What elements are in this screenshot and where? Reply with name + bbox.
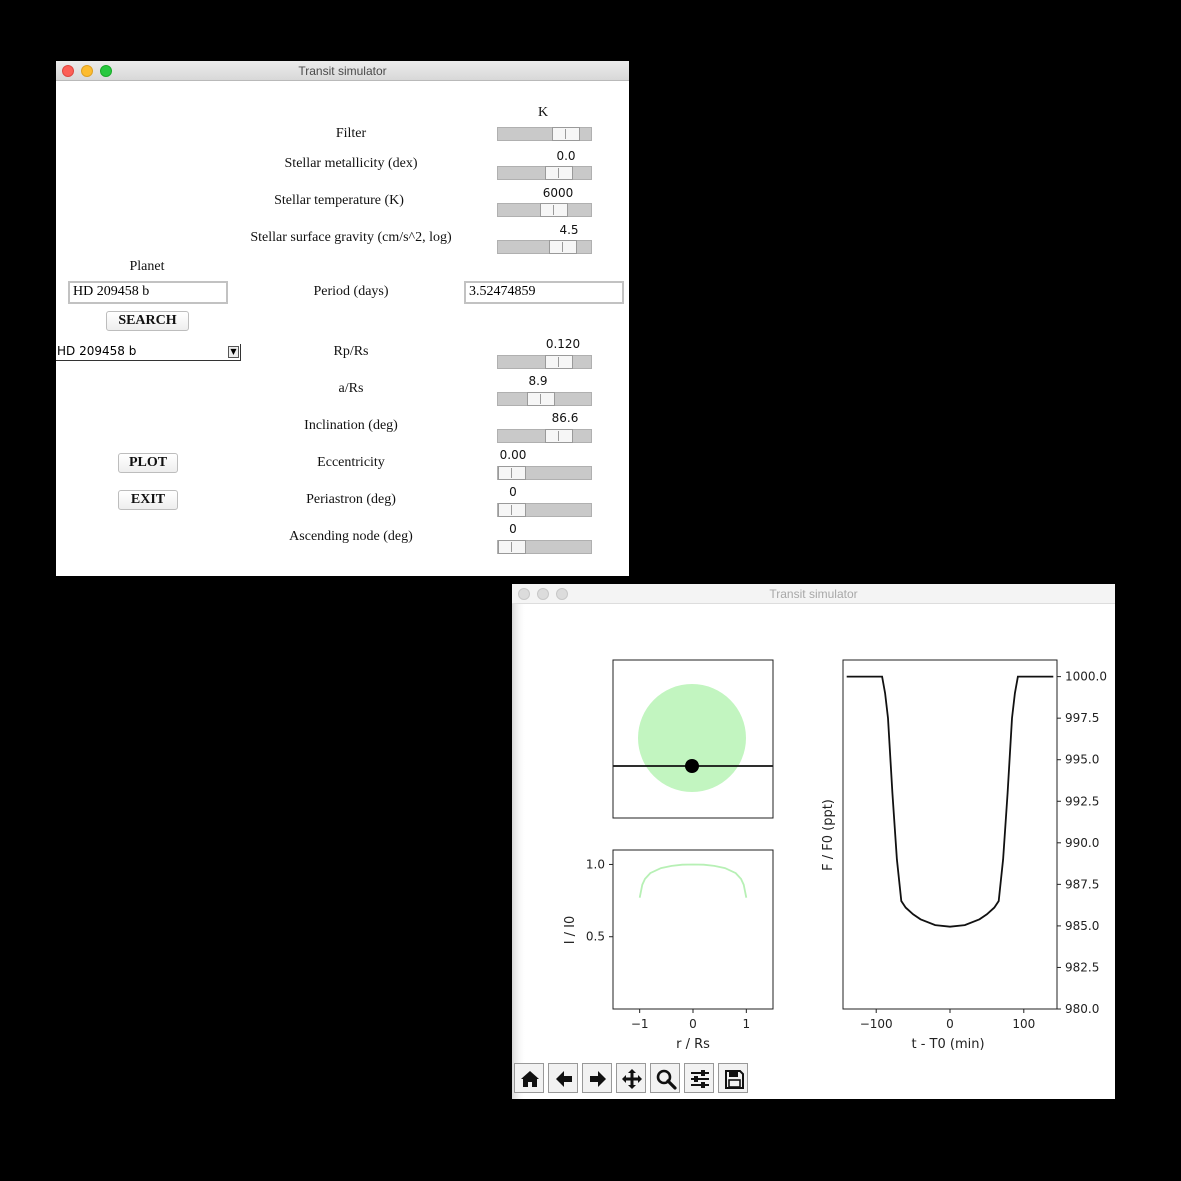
configure-button[interactable] xyxy=(684,1063,714,1093)
window-titlebar: Transit simulator xyxy=(512,584,1115,604)
save-icon xyxy=(725,1070,744,1089)
eccentricity-slider[interactable] xyxy=(497,466,592,480)
minimize-window-icon[interactable] xyxy=(81,65,93,77)
periastron-value: 0 xyxy=(509,485,517,499)
ascending-node-value: 0 xyxy=(509,522,517,536)
rprs-slider-thumb[interactable] xyxy=(544,355,573,369)
close-window-icon[interactable] xyxy=(518,588,530,600)
filter-slider-thumb[interactable] xyxy=(551,127,580,141)
close-window-icon[interactable] xyxy=(62,65,74,77)
chevron-down-icon[interactable]: ▼ xyxy=(228,346,239,358)
inclination-value: 86.6 xyxy=(551,411,579,425)
temperature-slider-thumb[interactable] xyxy=(539,203,568,217)
periastron-slider[interactable] xyxy=(497,503,592,517)
eccentricity-value: 0.00 xyxy=(499,448,527,462)
ars-slider-thumb[interactable] xyxy=(526,392,555,406)
pan-icon xyxy=(622,1069,642,1089)
rprs-label: Rp/Rs xyxy=(333,344,369,359)
zoom-button[interactable] xyxy=(650,1063,680,1093)
minimize-window-icon[interactable] xyxy=(537,588,549,600)
period-label: Period (days) xyxy=(313,284,389,299)
eccentricity-label: Eccentricity xyxy=(317,455,385,470)
filter-value: K xyxy=(537,105,549,120)
metallicity-value: 0.0 xyxy=(556,149,576,163)
inclination-label: Inclination (deg) xyxy=(304,418,398,433)
metallicity-slider-thumb[interactable] xyxy=(544,166,573,180)
gravity-slider[interactable] xyxy=(497,240,592,254)
configure-icon xyxy=(691,1070,709,1088)
window-title: Transit simulator xyxy=(298,64,387,78)
zoom-icon xyxy=(656,1069,677,1090)
filter-slider[interactable] xyxy=(497,127,592,141)
periastron-label: Periastron (deg) xyxy=(306,492,396,507)
planet-input[interactable]: HD 209458 b xyxy=(68,281,228,304)
ascending-node-slider[interactable] xyxy=(497,540,592,554)
ars-value: 8.9 xyxy=(528,374,548,388)
ascending-node-label: Ascending node (deg) xyxy=(289,529,413,544)
metallicity-slider[interactable] xyxy=(497,166,592,180)
home-icon xyxy=(521,1071,539,1087)
periastron-slider-thumb[interactable] xyxy=(498,503,526,517)
back-button[interactable] xyxy=(548,1063,578,1093)
settings-window: Transit simulator K Filter 0.0 Stellar m… xyxy=(56,61,629,576)
rprs-value: 0.120 xyxy=(545,337,581,351)
forward-arrow-icon xyxy=(590,1071,606,1087)
temperature-label: Stellar temperature (K) xyxy=(274,193,404,208)
gravity-slider-thumb[interactable] xyxy=(549,240,578,254)
pan-button[interactable] xyxy=(616,1063,646,1093)
filter-label: Filter xyxy=(335,126,367,141)
ars-label: a/Rs xyxy=(338,381,364,396)
ascending-node-slider-thumb[interactable] xyxy=(498,540,526,554)
exit-button[interactable]: EXIT xyxy=(118,490,178,510)
search-button[interactable]: SEARCH xyxy=(106,311,189,331)
ars-slider[interactable] xyxy=(497,392,592,406)
back-arrow-icon xyxy=(556,1071,572,1087)
period-input[interactable]: 3.52474859 xyxy=(464,281,624,304)
metallicity-label: Stellar metallicity (dex) xyxy=(284,156,418,171)
zoom-window-icon[interactable] xyxy=(100,65,112,77)
planet-dropdown[interactable]: HD 209458 b ▼ xyxy=(56,344,241,361)
gravity-label: Stellar surface gravity (cm/s^2, log) xyxy=(250,230,452,245)
gravity-value: 4.5 xyxy=(559,223,579,237)
plot-button[interactable]: PLOT xyxy=(118,453,178,473)
planet-dropdown-value: HD 209458 b xyxy=(57,344,137,358)
forward-button[interactable] xyxy=(582,1063,612,1093)
plot-window: Transit simulator xyxy=(512,584,1115,1099)
window-titlebar: Transit simulator xyxy=(56,61,629,81)
temperature-slider[interactable] xyxy=(497,203,592,217)
planet-label: Planet xyxy=(129,259,165,274)
inclination-slider[interactable] xyxy=(497,429,592,443)
inclination-slider-thumb[interactable] xyxy=(544,429,573,443)
zoom-window-icon[interactable] xyxy=(556,588,568,600)
window-title: Transit simulator xyxy=(769,587,858,601)
rprs-slider[interactable] xyxy=(497,355,592,369)
temperature-value: 6000 xyxy=(542,186,574,200)
save-button[interactable] xyxy=(718,1063,748,1093)
eccentricity-slider-thumb[interactable] xyxy=(498,466,526,480)
home-button[interactable] xyxy=(514,1063,544,1093)
